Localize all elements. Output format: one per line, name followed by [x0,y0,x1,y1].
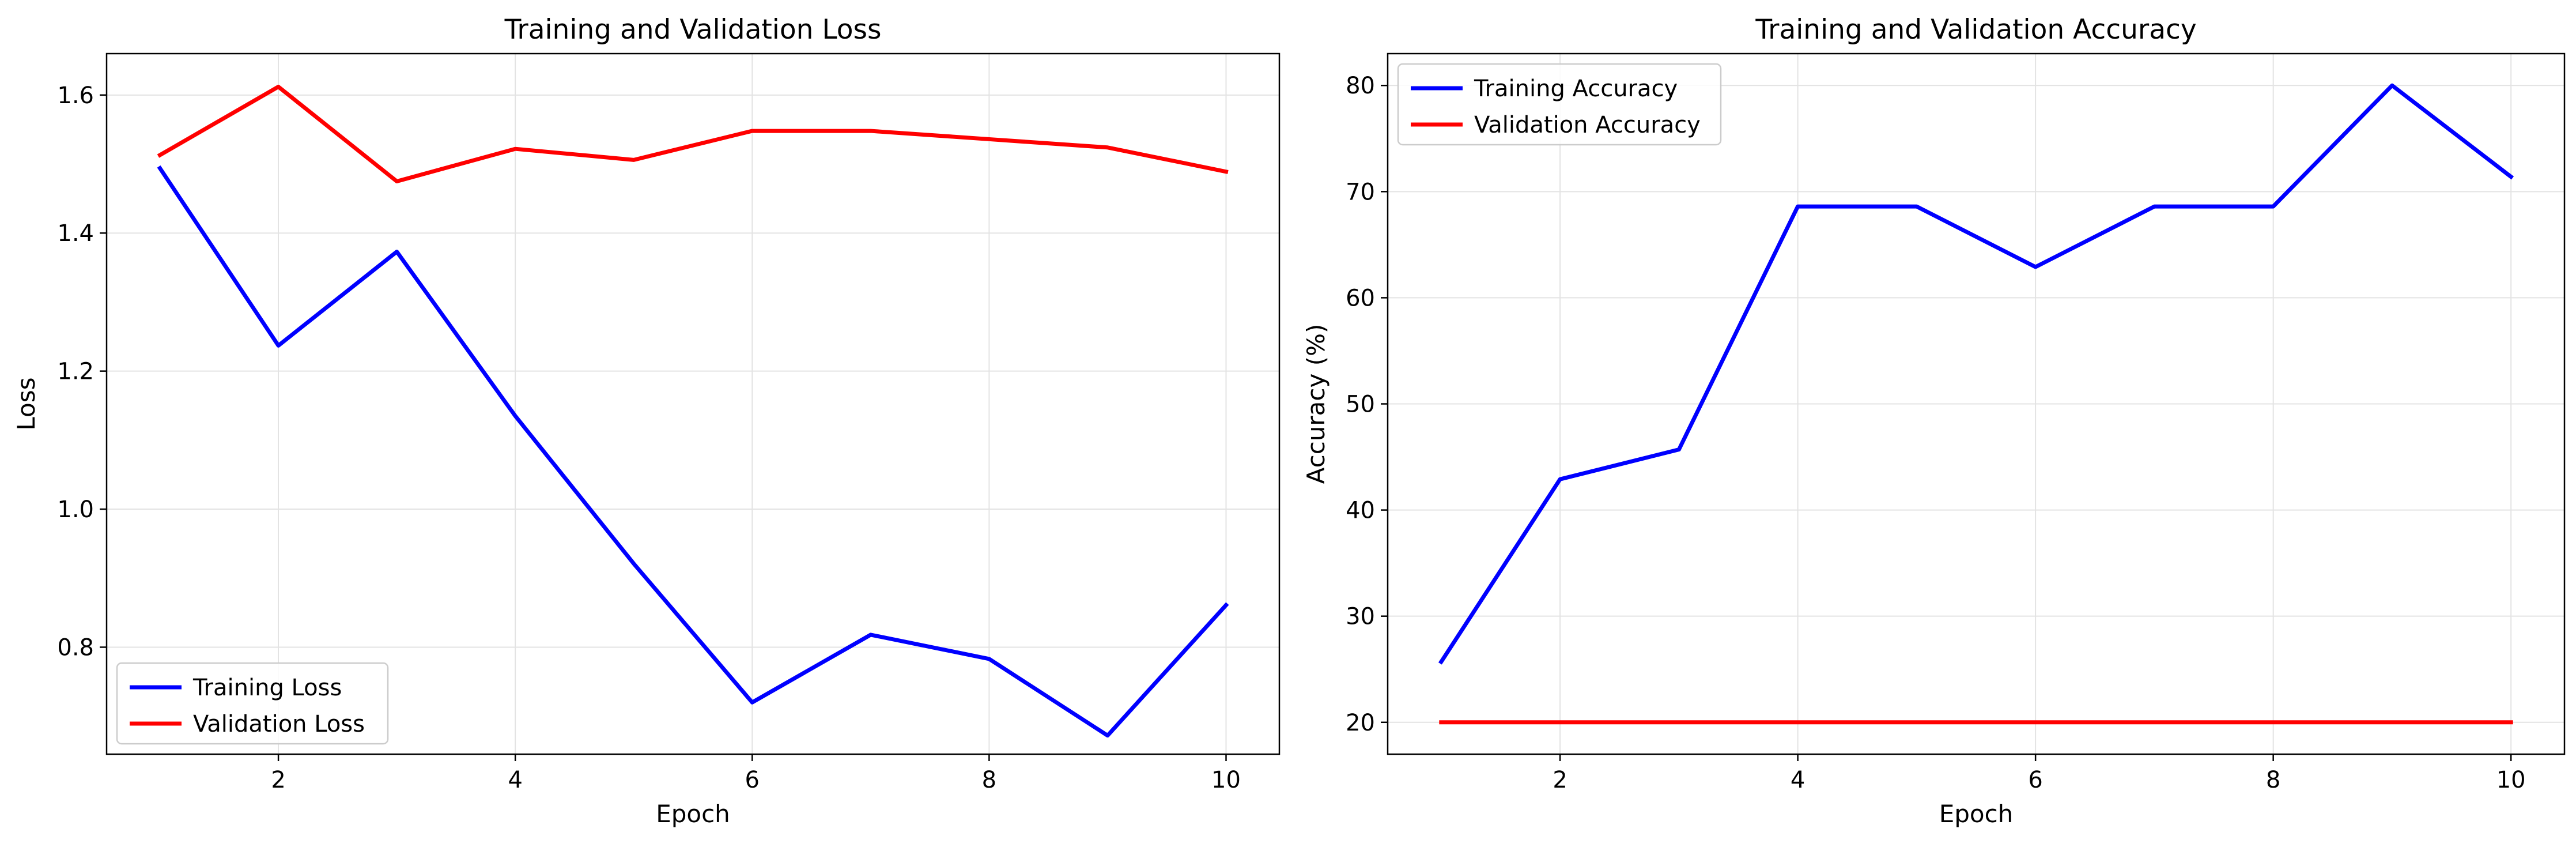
y-tick-label: 1.4 [57,220,94,247]
legend-box [1397,63,1722,146]
legend-box [116,662,389,745]
x-tick-label: 8 [982,767,996,793]
legend: Training Loss Validation Loss [116,662,389,745]
x-tick-label: 2 [1553,767,1567,793]
legend-label: Validation Accuracy [1474,112,1701,138]
legend-label: Training Accuracy [1474,76,1678,102]
chart-title: Training and Validation Loss [504,14,882,46]
y-tick-label: 70 [1346,179,1375,205]
x-tick-label: 4 [1791,767,1805,793]
series-line-validation-loss [157,84,1229,183]
x-tick-label: 6 [2028,767,2042,793]
y-tick-label: 80 [1346,73,1375,99]
y-tick-label: 40 [1346,498,1375,524]
y-tick-label: 1.0 [57,496,94,523]
y-tick-label: 0.8 [57,634,94,661]
legend: Training Accuracy Validation Accuracy [1397,63,1722,146]
series-line-training-accuracy [1438,83,2514,665]
y-tick-label: 50 [1346,391,1375,418]
legend-label: Training Loss [192,675,342,701]
axes-frame [105,52,1281,755]
series-line-training-loss [157,165,1229,738]
y-tick-label: 20 [1346,710,1375,736]
x-tick-label: 8 [2266,767,2280,793]
x-tick-label: 10 [2496,767,2526,793]
x-tick-label: 2 [271,767,285,793]
chart-title: Training and Validation Accuracy [1755,14,2196,46]
chart-panel-1: 2 4 6 8 10 0.8 1.0 1.2 1.4 1.6 Training and Valida… [12,14,1281,828]
y-axis-label: Accuracy (%) [1302,324,1330,484]
y-tick-label: 30 [1346,604,1375,630]
x-axis-label: Epoch [1939,800,2014,828]
x-tick-label: 6 [745,767,760,793]
y-tick-label: 1.2 [57,359,94,385]
y-axis-label: Loss [12,377,40,430]
x-tick-label: 4 [508,767,522,793]
y-tick-label: 60 [1346,285,1375,311]
y-tick-label: 1.6 [57,82,94,109]
chart-panel-2: 2 4 6 8 10 20 30 40 50 60 70 80 Training and Validat… [1302,14,2566,828]
x-axis-label: Epoch [656,800,730,828]
legend-label: Validation Loss [193,711,365,737]
x-tick-label: 10 [1211,767,1241,793]
